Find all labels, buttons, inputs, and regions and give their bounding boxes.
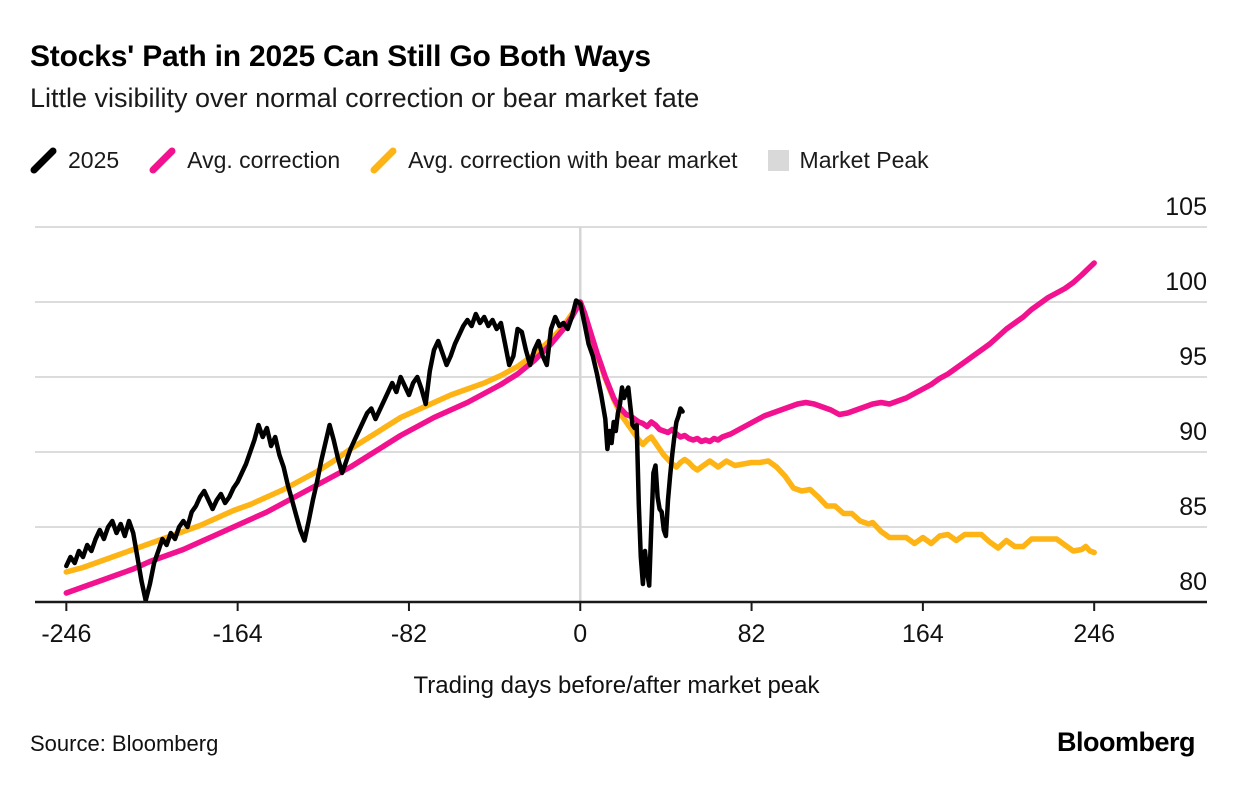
y-tick-label-90: 90 (1179, 418, 1207, 446)
series-line-avg-correction (63, 260, 1097, 596)
legend-label: Market Peak (799, 147, 929, 173)
y-tick-label-80: 80 (1179, 568, 1207, 596)
legend-item-2025: 2025 (30, 147, 119, 174)
x-tick-label-246: 246 (1073, 620, 1115, 648)
x-tick-label--82: -82 (391, 620, 427, 648)
x-tick-label--246: -246 (41, 620, 91, 648)
x-tick-label-164: 164 (902, 620, 944, 648)
y-tick-label-85: 85 (1179, 493, 1207, 521)
y-tick-label-105: 105 (1165, 193, 1207, 221)
line-swatch-icon (30, 147, 57, 174)
source-note: Source: Bloomberg (30, 731, 219, 756)
legend-label: 2025 (68, 147, 120, 173)
legend-item-avg-correction: Avg. correction (149, 147, 340, 174)
legend-item-avg-correction-bear: Avg. correction with bear market (370, 147, 738, 174)
legend-label: Avg. correction (187, 147, 341, 173)
line-swatch-icon (149, 147, 176, 174)
legend-item-market-peak: Market Peak (767, 147, 929, 174)
x-tick-label-0: 0 (573, 620, 587, 648)
y-tick-label-95: 95 (1179, 343, 1207, 371)
x-tick-label-82: 82 (738, 620, 766, 648)
series-line-avg-correction-with-bear-market (63, 299, 1097, 575)
x-axis-title: Trading days before/after market peak (413, 672, 820, 699)
square-swatch-icon (767, 150, 789, 171)
chart-area: -246 -164 -82 0 82 164 246 80 85 90 95 100 105 (0, 190, 1233, 660)
page-title: Stocks' Path in 2025 Can Still Go Both W… (30, 40, 651, 73)
chart-legend: 2025 Avg. correction Avg. correction wit… (30, 147, 929, 174)
bloomberg-logo: Bloomberg (1056, 727, 1196, 757)
chart-svg: -246 -164 -82 0 82 164 246 80 85 90 95 100 105 (35, 193, 1207, 648)
series-line-2025 (64, 298, 685, 603)
legend-label: Avg. correction with bear market (408, 147, 738, 173)
y-tick-label-100: 100 (1165, 268, 1207, 296)
x-tick-label--164: -164 (213, 620, 263, 648)
line-swatch-icon (370, 147, 397, 174)
page-subtitle: Little visibility over normal correction… (30, 83, 700, 113)
